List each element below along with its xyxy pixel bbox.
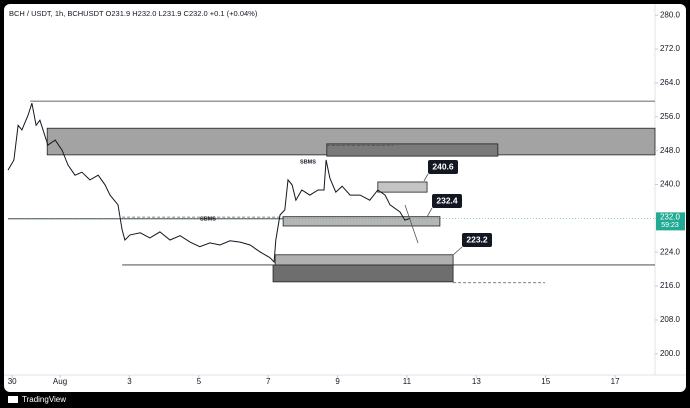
price-zone <box>326 143 499 157</box>
y-tick-label: 248.0 <box>660 146 681 155</box>
y-tick-label: 208.0 <box>660 315 681 324</box>
last-price-label: 232.0 <box>660 212 681 221</box>
brand-name: TradingView <box>22 395 66 404</box>
x-tick-label: 17 <box>611 377 620 386</box>
annotation-pointer <box>452 246 463 256</box>
annotation-box <box>462 233 492 247</box>
annotation-pointer <box>423 173 429 182</box>
x-tick-label: 30 <box>8 377 17 386</box>
chart-panel <box>4 4 686 392</box>
x-tick-label: 5 <box>197 377 202 386</box>
brand-logo <box>8 396 18 403</box>
countdown-label: 59:23 <box>661 222 679 229</box>
annotation-pointer <box>404 204 419 244</box>
annotation-box <box>432 194 462 208</box>
price-zone <box>377 181 428 193</box>
annotation-label: 232.4 <box>436 195 458 205</box>
y-tick-label: 272.0 <box>660 44 681 53</box>
x-tick-label: 9 <box>335 377 340 386</box>
x-tick-label: 3 <box>127 377 132 386</box>
y-tick-label: 224.0 <box>660 247 681 256</box>
price-zone <box>274 254 454 266</box>
annotation-box <box>428 160 458 174</box>
y-tick-label: 280.0 <box>660 10 681 19</box>
x-tick-label: 15 <box>541 377 550 386</box>
x-tick-label: Aug <box>53 377 67 386</box>
last-price-tag <box>656 212 685 231</box>
brand: TradingView <box>8 395 66 404</box>
annotation-label: SBMS <box>300 159 316 165</box>
x-tick-label: 13 <box>472 377 481 386</box>
x-tick-label: 11 <box>403 377 412 386</box>
price-zone <box>282 216 441 227</box>
price-zone <box>272 264 454 283</box>
y-tick-label: 216.0 <box>660 281 681 290</box>
price-line <box>7 103 411 264</box>
y-tick-label: 256.0 <box>660 112 681 121</box>
y-tick-label: 200.0 <box>660 349 681 358</box>
y-tick-label: 240.0 <box>660 180 681 189</box>
annotation-label: 240.6 <box>432 161 454 171</box>
chart-title: BCH / USDT, 1h, BCHUSDT O231.9 H232.0 L2… <box>9 9 258 18</box>
y-tick-label: 264.0 <box>660 78 681 87</box>
annotation-label: 223.2 <box>466 234 488 244</box>
plot-area <box>7 100 656 284</box>
x-tick-label: 7 <box>266 377 271 386</box>
annotation-label: SBMS <box>200 216 216 222</box>
annotation-pointer <box>426 207 433 218</box>
